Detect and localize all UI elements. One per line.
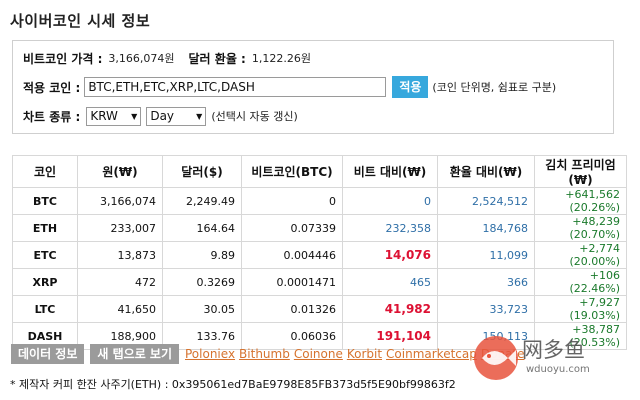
chart-hint: (선택시 자동 갱신) [211, 110, 298, 123]
krw-cell: 41,650 [77, 295, 163, 323]
table-row: LTC 41,650 30.05 0.01326 41,982 33,723 +7,927 … [12, 295, 627, 323]
usd-cell: 164.64 [162, 214, 242, 242]
vs-fx-cell: 366 [437, 268, 535, 296]
coin-cell: XRP [12, 268, 78, 296]
vs-btc-cell: 232,358 [342, 214, 438, 242]
column-header: 코인 [12, 155, 78, 188]
chevron-down-icon: ▼ [131, 111, 138, 121]
price-table: 코인 원(₩) 달러($) 비트코인(BTC) 비트 대비(₩) 환율 대비(₩… [12, 155, 627, 350]
coins-row: 적용 코인 : 적용 (코인 단위명, 쉼표로 구분) [23, 76, 557, 98]
column-header: 김치 프리미엄(₩) [534, 155, 627, 188]
coins-hint: (코인 단위명, 쉼표로 구분) [432, 81, 557, 94]
column-header: 환율 대비(₩) [437, 155, 535, 188]
premium-cell: +106 (22.46%) [534, 268, 627, 296]
krw-cell: 3,166,074 [77, 187, 163, 215]
link-poloniex[interactable]: Poloniex [185, 347, 236, 361]
footer-bar: 데이터 정보 새 탭으로 보기 Poloniex Bithumb Coinone… [11, 344, 529, 364]
coin-cell: BTC [12, 187, 78, 215]
vs-fx-cell: 2,524,512 [437, 187, 535, 215]
coin-cell: LTC [12, 295, 78, 323]
table-row: ETC 13,873 9.89 0.004446 14,076 11,099 +2,774 … [12, 241, 627, 269]
link-coinmarketcap[interactable]: Coinmarketcap [386, 347, 477, 361]
link-coinone[interactable]: Coinone [293, 347, 343, 361]
apply-button[interactable]: 적용 [392, 76, 429, 98]
usd-cell: 2,249.49 [162, 187, 242, 215]
chart-type-label: 차트 종류 : [23, 109, 81, 124]
btc-cell: 0 [241, 187, 343, 215]
currency-select-value: KRW [90, 109, 118, 123]
watermark-name: 网多鱼 [522, 338, 585, 362]
krw-cell: 233,007 [77, 214, 163, 242]
coins-label: 적용 코인 : [23, 80, 81, 95]
btc-cell: 0.004446 [241, 241, 343, 269]
btc-cell: 0.01326 [241, 295, 343, 323]
premium-cell: +48,239 (20.70%) [534, 214, 627, 242]
vs-fx-cell: 11,099 [437, 241, 535, 269]
btc-cell: 0.0001471 [241, 268, 343, 296]
btc-price-label: 비트코인 가격 : [23, 51, 103, 66]
donate-address: * 제작자 커피 한잔 사주기(ETH) : 0x395061ed7BaE979… [10, 378, 456, 391]
exchange-rate-value: 1,122.26원 [251, 52, 311, 65]
table-row: DASH 188,900 133.76 0.06036 191,104 150,113 +3… [12, 322, 627, 350]
exchange-rate-label: 달러 환율 : [188, 51, 246, 66]
open-new-tab-button[interactable]: 새 탭으로 보기 [90, 344, 179, 364]
currency-select[interactable]: KRW ▼ [86, 106, 142, 126]
btc-cell: 0.07339 [241, 214, 343, 242]
watermark: 网多鱼 wduoyu.com [470, 328, 630, 390]
vs-btc-cell: 41,982 [342, 295, 438, 323]
coin-cell: ETH [12, 214, 78, 242]
period-select-value: Day [150, 109, 175, 123]
krw-cell: 13,873 [77, 241, 163, 269]
fish-logo-icon [474, 336, 518, 380]
vs-fx-cell: 184,768 [437, 214, 535, 242]
coin-cell: ETC [12, 241, 78, 269]
period-select[interactable]: Day ▼ [146, 106, 207, 126]
page-title: 사이버코인 시세 정보 [10, 12, 151, 30]
table-row: XRP 472 0.3269 0.0001471 465 366 +106 (22.46%) [12, 268, 627, 296]
table-row: ETH 233,007 164.64 0.07339 232,358 184,768 +48… [12, 214, 627, 242]
vs-btc-cell: 14,076 [342, 241, 438, 269]
price-row: 비트코인 가격 : 3,166,074원 달러 환율 : 1,122.26원 [23, 48, 311, 68]
usd-cell: 9.89 [162, 241, 242, 269]
premium-cell: +641,562 (20.26%) [534, 187, 627, 215]
settings-panel: 비트코인 가격 : 3,166,074원 달러 환율 : 1,122.26원 적… [12, 40, 614, 134]
column-header: 비트코인(BTC) [241, 155, 343, 188]
column-header: 달러($) [162, 155, 242, 188]
link-korbit[interactable]: Korbit [346, 347, 383, 361]
usd-cell: 0.3269 [162, 268, 242, 296]
krw-cell: 472 [77, 268, 163, 296]
btc-cell: 0.06036 [241, 322, 343, 350]
table-row: BTC 3,166,074 2,249.49 0 0 2,524,512 +641,562 … [12, 187, 627, 215]
vs-fx-cell: 33,723 [437, 295, 535, 323]
column-header: 원(₩) [77, 155, 163, 188]
vs-btc-cell: 0 [342, 187, 438, 215]
premium-cell: +2,774 (20.00%) [534, 241, 627, 269]
vs-btc-cell: 465 [342, 268, 438, 296]
usd-cell: 30.05 [162, 295, 242, 323]
premium-cell: +38,787 (20.53%) [534, 322, 627, 350]
chart-row: 차트 종류 : KRW ▼ Day ▼ (선택시 자동 갱신) [23, 106, 298, 126]
coins-input[interactable] [84, 77, 387, 97]
data-info-button[interactable]: 데이터 정보 [11, 344, 85, 364]
column-header: 비트 대비(₩) [342, 155, 438, 188]
btc-price-value: 3,166,074원 [108, 52, 175, 65]
chevron-down-icon: ▼ [196, 111, 203, 121]
table-header-row: 코인 원(₩) 달러($) 비트코인(BTC) 비트 대비(₩) 환율 대비(₩… [12, 155, 627, 188]
link-bithumb[interactable]: Bithumb [239, 347, 290, 361]
premium-cell: +7,927 (19.03%) [534, 295, 627, 323]
watermark-url: wduoyu.com [526, 364, 590, 375]
